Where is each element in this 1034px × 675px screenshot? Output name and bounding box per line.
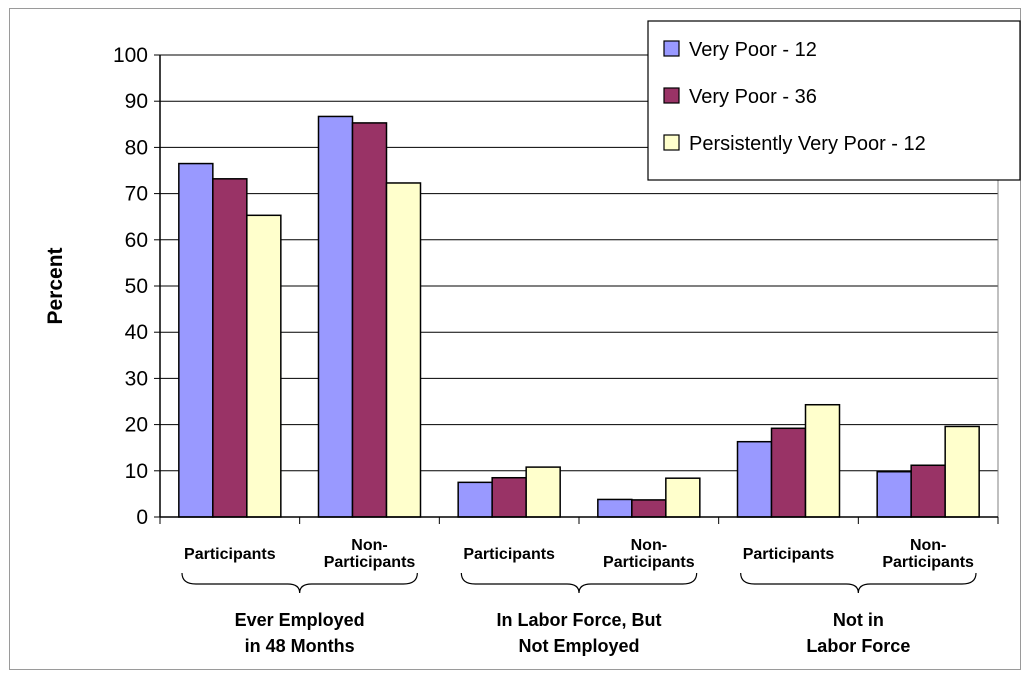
category-label: Non- xyxy=(910,537,946,554)
bar xyxy=(317,115,354,518)
y-tick-label: 50 xyxy=(125,275,148,298)
legend-label: Persistently Very Poor - 12 xyxy=(689,133,926,155)
bar xyxy=(212,178,248,518)
group-brace xyxy=(181,572,418,594)
legend-swatch xyxy=(663,134,680,151)
bar xyxy=(736,440,773,518)
category-label: Participants xyxy=(743,546,835,563)
axis-labels: 0102030405060708090100ParticipantsNon-Pa… xyxy=(113,44,977,656)
y-tick-label: 60 xyxy=(125,229,148,252)
legend-label: Very Poor - 12 xyxy=(689,39,817,61)
bar xyxy=(385,182,422,518)
y-tick-label: 70 xyxy=(125,183,148,206)
y-tick-label: 20 xyxy=(125,414,148,437)
bar xyxy=(944,425,980,518)
group-brace xyxy=(740,572,977,594)
bar xyxy=(525,466,561,518)
bar xyxy=(804,403,841,518)
category-label: Non- xyxy=(351,537,387,554)
y-tick-label: 0 xyxy=(136,506,148,529)
legend-swatch xyxy=(663,87,680,104)
category-label: Participants xyxy=(603,554,695,571)
group-label: Ever Employed xyxy=(235,610,365,630)
y-axis-title: Percent xyxy=(44,247,67,324)
y-tick-label: 40 xyxy=(125,321,148,344)
y-tick-label: 100 xyxy=(113,44,148,67)
category-label: Participants xyxy=(463,546,555,563)
y-tick-label: 30 xyxy=(125,367,148,390)
y-tick-label: 10 xyxy=(125,460,148,483)
bar xyxy=(491,476,527,518)
bar xyxy=(910,464,946,518)
group-label: Not in xyxy=(833,610,884,630)
bar xyxy=(665,477,701,518)
legend-label: Very Poor - 36 xyxy=(689,86,817,108)
group-label: In Labor Force, But xyxy=(496,610,661,630)
group-brace xyxy=(460,572,698,594)
bars xyxy=(178,115,980,518)
group-label: Not Employed xyxy=(518,636,639,656)
bar xyxy=(457,481,493,518)
legend-box xyxy=(647,20,1021,181)
gridlines xyxy=(160,54,999,517)
group-label: in 48 Months xyxy=(245,636,355,656)
y-tick-label: 80 xyxy=(125,136,148,159)
legend-swatch xyxy=(663,40,680,57)
bar xyxy=(597,498,633,518)
bar xyxy=(876,470,912,518)
bar xyxy=(246,214,282,518)
bar xyxy=(178,162,214,518)
category-label: Participants xyxy=(324,554,416,571)
legend: Very Poor - 12 Very Poor - 36 Persistently… xyxy=(647,20,1021,181)
category-label: Non- xyxy=(631,537,667,554)
category-label: Participants xyxy=(184,546,276,563)
group-label: Labor Force xyxy=(806,636,910,656)
axes xyxy=(154,54,999,524)
category-label: Participants xyxy=(882,554,974,571)
bar xyxy=(770,427,807,518)
bar xyxy=(351,122,388,518)
bar xyxy=(631,499,667,518)
y-tick-label: 90 xyxy=(125,90,148,113)
